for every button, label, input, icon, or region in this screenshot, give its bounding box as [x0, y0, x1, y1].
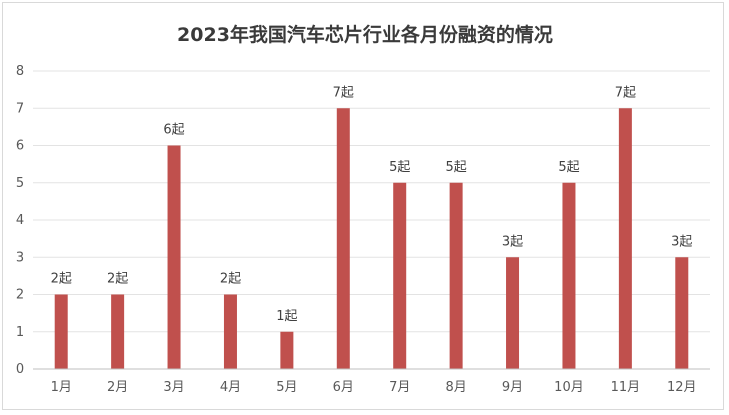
- y-tick-label: 6: [16, 139, 24, 154]
- x-tick-label: 10月: [554, 380, 584, 395]
- x-tick-label: 1月: [51, 380, 72, 395]
- bar: [54, 294, 68, 369]
- data-label: 7起: [615, 85, 636, 100]
- data-label: 1起: [276, 309, 297, 324]
- x-tick-label: 11月: [611, 380, 641, 395]
- data-labels: 2起 2起 6起 2起 1起 7起 5起 5起 3起 5起 7起 3起: [51, 85, 693, 324]
- y-tick-label: 4: [16, 213, 24, 228]
- bar: [223, 294, 237, 369]
- bar: [562, 182, 576, 369]
- x-axis-ticks: 1月 2月 3月 4月 5月 6月 7月 8月 9月 10月 11月 12月: [51, 380, 697, 395]
- bar: [336, 108, 350, 369]
- bar: [506, 257, 520, 369]
- gridlines: [33, 70, 710, 333]
- data-label: 3起: [502, 234, 523, 249]
- data-label: 5起: [445, 160, 466, 175]
- y-tick-label: 2: [16, 288, 24, 303]
- y-tick-label: 1: [16, 325, 24, 340]
- y-tick-label: 5: [16, 176, 24, 191]
- x-tick-label: 6月: [333, 380, 354, 395]
- x-tick-label: 4月: [220, 380, 241, 395]
- bar: [167, 145, 181, 369]
- y-tick-label: 3: [16, 250, 24, 265]
- data-label: 2起: [220, 272, 241, 287]
- y-tick-label: 7: [16, 101, 24, 116]
- data-label: 5起: [558, 160, 579, 175]
- x-tick-label: 2月: [107, 380, 128, 395]
- bar: [449, 182, 463, 369]
- x-tick-label: 3月: [163, 380, 184, 395]
- bar: [675, 257, 689, 369]
- x-tick-label: 8月: [445, 380, 466, 395]
- data-label: 7起: [333, 85, 354, 100]
- y-tick-label: 0: [16, 362, 24, 377]
- bar: [111, 294, 125, 369]
- data-label: 6起: [163, 123, 184, 138]
- chart-title: 2023年我国汽车芯片行业各月份融资的情况: [177, 23, 553, 46]
- bar: [393, 182, 407, 369]
- y-axis-ticks: 0 1 2 3 4 5 6 7 8: [16, 64, 24, 377]
- data-label: 2起: [51, 272, 72, 287]
- x-tick-label: 12月: [667, 380, 697, 395]
- data-label: 3起: [671, 234, 692, 249]
- data-label: 2起: [107, 272, 128, 287]
- data-label: 5起: [389, 160, 410, 175]
- x-tick-label: 7月: [389, 380, 410, 395]
- bar: [618, 108, 632, 369]
- x-tick-label: 5月: [276, 380, 297, 395]
- bar: [280, 331, 294, 369]
- y-tick-label: 8: [16, 64, 24, 79]
- bars: [54, 108, 689, 369]
- x-tick-label: 9月: [502, 380, 523, 395]
